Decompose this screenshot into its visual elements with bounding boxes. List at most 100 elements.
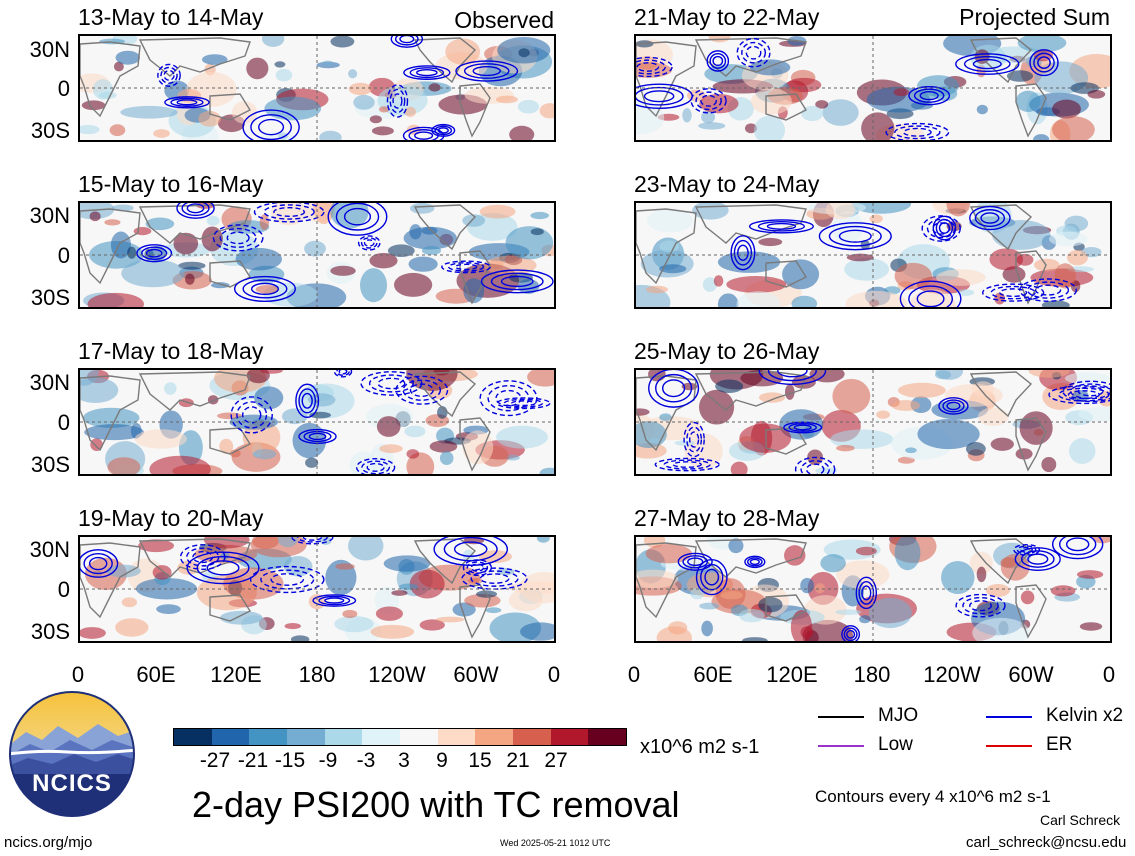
contour-line [938,397,969,415]
colorbar-swatch [174,729,212,745]
site-url[interactable]: ncics.org/mjo [4,834,93,851]
anomaly-core [956,289,975,296]
contour-line [88,556,108,571]
kelvin-contours [677,537,1104,641]
contour-line [885,122,950,140]
contour-line [170,97,204,107]
contour-line [455,60,519,82]
colorbar-swatch [324,729,363,745]
anomaly-blob [376,416,401,437]
contour-line [999,288,1028,298]
anomaly-blob [894,262,933,290]
contour-line [982,283,1045,302]
anomaly-core [219,438,234,454]
contour-line [919,90,939,101]
lat-label: 30S [30,285,70,310]
contour-line [291,537,334,545]
anomaly-core [1041,300,1070,307]
contour-line [1013,543,1041,556]
coastline [969,371,1033,418]
anomaly-blob [1052,116,1095,140]
contour-line [392,93,403,109]
anomaly-blob [505,226,554,260]
contour-line [176,203,215,219]
map-canvas [636,370,1110,474]
contour-line [1034,284,1062,296]
contour-line [164,96,210,109]
contour-line [1033,52,1055,73]
lat-label: 30N [29,203,70,228]
anomaly-core [375,606,403,621]
colorbar-swatch [287,729,325,745]
anomaly-blob [645,543,693,564]
colorbar-swatch [475,729,514,745]
contour-line [402,126,445,140]
anomaly-blob [261,36,285,47]
anomaly-blob [520,622,554,641]
contour-line [706,50,730,72]
anomaly-blob [992,219,1051,250]
anomaly-core [210,282,230,289]
anomaly-blob [868,597,912,629]
contour-line [672,461,702,468]
anomaly-core [699,602,720,610]
anomaly-blob [977,407,1009,426]
author: Carl Schreck [1040,812,1121,828]
anomaly-core [259,214,270,231]
contour-line [974,209,1006,228]
anomaly-core [1050,585,1076,597]
anomaly-core [1072,390,1089,403]
colorbar-swatch [437,729,476,745]
anomaly-core [990,437,1014,451]
contour-line [196,555,250,580]
anomaly-blob [334,615,374,633]
anomaly-core [330,265,356,276]
anomaly-core [738,608,765,623]
anomaly-blob [717,293,739,307]
coastline [459,250,491,305]
anomaly-blob [87,292,145,307]
author-email[interactable]: carl_schreck@ncsu.edu [966,834,1127,851]
anomaly-core [814,583,826,594]
contour-line [695,91,722,111]
anomaly-blob [517,99,540,114]
contour-line [301,392,313,409]
contour-line [709,53,727,69]
contour-line [212,224,264,252]
anomaly-core [530,211,550,220]
anomaly-core [1066,249,1088,266]
anomaly-blob [478,550,512,563]
contour-line [758,370,827,386]
anomaly-core [1076,570,1104,579]
kelvin-legend-label: Kelvin x2 [1046,705,1124,726]
er-legend-line [986,745,1032,747]
coastline [765,93,808,121]
colorbar-swatch [588,729,627,745]
anomaly-blob [736,291,781,307]
coastlines [80,371,491,472]
contour-line [643,90,675,103]
anomaly-core [517,278,540,294]
anomaly-blob [377,85,428,116]
lon-label: 60W [1008,662,1054,687]
anomaly-blob [946,203,971,217]
anomaly-core [518,48,530,58]
anomaly-core [791,295,818,307]
anomaly-core [1000,557,1017,568]
contour-line [273,206,306,217]
anomaly-core [869,214,883,224]
anomaly-core [421,245,442,255]
contour-line [298,428,337,445]
anomaly-blob [173,232,199,255]
lon-label: 0 [627,662,641,687]
coastline [694,204,807,244]
contour-line [297,537,328,543]
map-canvas [80,537,554,641]
coastline [694,37,807,77]
anomaly-core [290,635,310,641]
contour-line [163,69,175,81]
contour-line [479,380,538,417]
map-canvas [636,36,1110,140]
anomaly-core [156,604,181,614]
contour-line [463,63,510,79]
